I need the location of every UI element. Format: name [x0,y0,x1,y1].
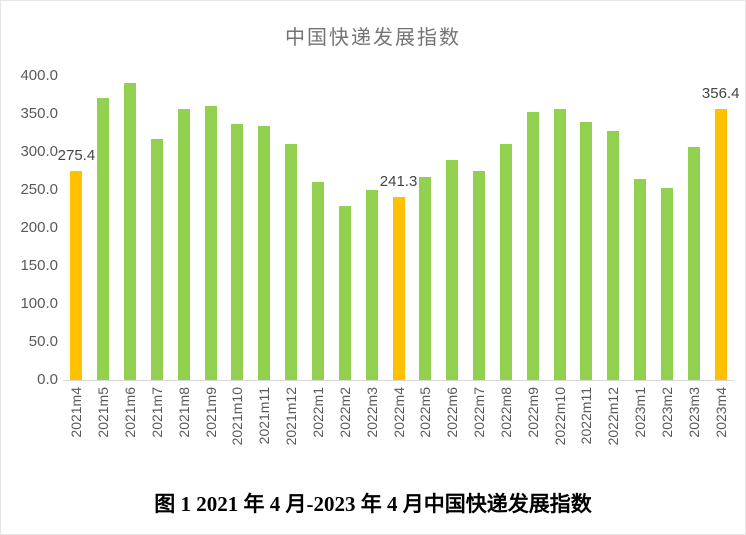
plot-area: 275.4 2021m4 2021m5 2021m6 2021m7 2021m8 2021m… [58,76,740,445]
bar-2022m4 [392,196,405,380]
x-tick-label-2021m7: 2021m7 [148,387,165,438]
bar-cell-2022m10: 2022m10 [546,76,573,445]
bar-cell-2022m1: 2022m1 [305,76,332,438]
x-tick-label-2021m4: 2021m4 [68,387,85,438]
figure-caption: 图 1 2021 年 4 月-2023 年 4 月中国快递发展指数 [154,492,592,516]
x-tick-label-2022m4: 2022m4 [390,387,407,438]
data-label-2023m4: 356.4 [701,85,740,103]
x-tick-label-2023m2: 2023m2 [658,387,675,438]
y-tick-label: 150.0 [20,257,58,274]
bar-2022m12 [607,131,620,380]
bar-cell-2022m9: 2022m9 [519,76,546,438]
x-tick-label-2023m3: 2023m3 [685,387,702,438]
x-tick-label-2022m9: 2022m9 [524,387,541,438]
bar-cell-2022m11: 2022m11 [573,76,600,444]
x-tick-label-2021m9: 2021m9 [202,387,219,438]
x-tick-label-2023m1: 2023m1 [632,387,649,438]
x-tick-label-2021m5: 2021m5 [95,387,112,438]
x-tick-label-2022m11: 2022m11 [578,387,595,445]
y-tick-label: 50.0 [28,333,58,350]
bar-2021m5 [97,98,110,380]
bar-cell-2023m2: 2023m2 [654,76,681,438]
bar-2022m5 [419,177,432,380]
x-tick-label-2022m10: 2022m10 [551,387,568,446]
bar-cell-2022m3: 2022m3 [358,76,385,438]
y-tick-label: 400.0 [20,67,58,84]
bar-cell-2022m2: 2022m2 [331,76,358,438]
bar-cell-2023m4: 356.4 2023m4 [702,76,740,437]
x-tick-label-2022m1: 2022m1 [310,387,327,438]
bar-cell-2022m6: 2022m6 [439,76,466,438]
y-tick-label: 0.0 [37,371,58,388]
x-tick-label-2023m4: 2023m4 [712,387,729,438]
x-tick-label-2021m11: 2021m11 [256,387,273,445]
bar-2021m7 [150,139,163,380]
x-tick-label-2022m12: 2022m12 [605,387,622,446]
x-tick-label-2021m8: 2021m8 [175,387,192,438]
bar-cell-2021m4: 275.4 2021m4 [58,76,96,438]
bar-2022m1 [312,182,325,380]
bar-2022m9 [526,112,539,380]
bar-2021m4 [70,170,83,380]
bar-2022m2 [338,205,351,380]
bar-cell-2022m7: 2022m7 [466,76,493,438]
bar-cell-2021m10: 2021m10 [224,76,251,445]
bar-cell-2022m8: 2022m8 [493,76,520,438]
bar-2022m6 [446,160,459,380]
bar-cell-2021m7: 2021m7 [144,76,171,438]
bar-cell-2022m12: 2022m12 [600,76,627,445]
bar-cell-2021m8: 2021m8 [170,76,197,438]
bar-2022m3 [365,190,378,380]
bar-2023m1 [634,179,647,380]
bar-2023m3 [687,146,700,380]
bar-series: 275.4 2021m4 2021m5 2021m6 2021m7 2021m8 2021m… [58,76,740,445]
bar-cell-2021m6: 2021m6 [117,76,144,438]
bar-cell-2023m1: 2023m1 [627,76,654,438]
bar-cell-2022m4: 241.3 2022m4 [380,76,418,438]
x-tick-label-2022m5: 2022m5 [417,387,434,438]
y-tick-label: 100.0 [20,295,58,312]
x-tick-label-2021m12: 2021m12 [283,387,300,446]
y-tick-label: 350.0 [20,105,58,122]
bar-2023m2 [660,187,673,380]
bar-2021m11 [258,126,271,380]
bar-2021m10 [231,123,244,380]
data-label-2022m4: 241.3 [379,172,418,190]
x-tick-label-2021m6: 2021m6 [122,387,139,438]
y-axis-tick-labels: 400.0 350.0 300.0 250.0 200.0 150.0 100.0 50.0 0… [9,1,58,534]
bar-cell-2022m5: 2022m5 [412,76,439,438]
x-tick-label-2022m2: 2022m2 [336,387,353,438]
bar-cell-2021m11: 2021m11 [251,76,278,444]
y-tick-label: 300.0 [20,143,58,160]
bar-2021m8 [177,108,190,380]
bar-2022m11 [580,122,593,380]
bar-cell-2021m9: 2021m9 [197,76,224,438]
bar-2021m12 [285,143,298,380]
x-tick-label-2022m3: 2022m3 [363,387,380,438]
x-tick-label-2022m7: 2022m7 [471,387,488,438]
bar-2022m10 [553,108,566,380]
bar-2021m6 [124,82,137,380]
bar-cell-2021m5: 2021m5 [90,76,117,438]
bar-cell-2021m12: 2021m12 [278,76,305,445]
bar-2023m4 [714,109,727,380]
x-tick-label-2021m10: 2021m10 [229,387,246,446]
y-tick-label: 200.0 [20,219,58,236]
bar-2022m8 [499,143,512,380]
x-tick-label-2022m8: 2022m8 [497,387,514,438]
y-tick-label: 250.0 [20,181,58,198]
data-label-2021m4: 275.4 [57,146,96,164]
bar-cell-2023m3: 2023m3 [680,76,707,438]
x-tick-label-2022m6: 2022m6 [444,387,461,438]
chart-title: 中国快递发展指数 [285,27,461,49]
bar-2022m7 [473,171,486,380]
bar-2021m9 [204,106,217,380]
